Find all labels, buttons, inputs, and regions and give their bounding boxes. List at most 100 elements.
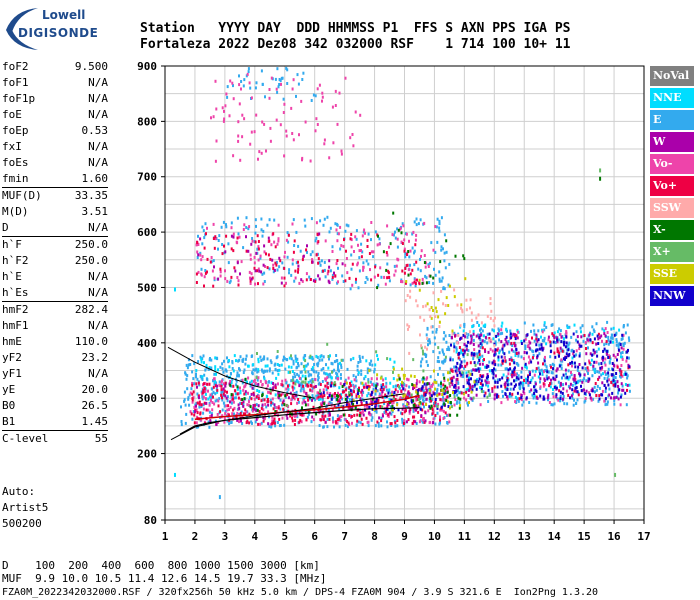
echo-point bbox=[290, 365, 293, 369]
echo-point bbox=[535, 389, 538, 393]
echo-point bbox=[424, 384, 427, 388]
echo-point bbox=[357, 392, 359, 396]
echo-point bbox=[283, 255, 286, 259]
param-name: MUF(D) bbox=[2, 189, 42, 202]
echo-point bbox=[257, 258, 260, 262]
echo-point bbox=[416, 278, 418, 282]
echo-point bbox=[513, 361, 516, 365]
echo-point bbox=[275, 118, 278, 122]
y-tick-label: 400 bbox=[137, 337, 157, 350]
param-value: 250.0 bbox=[74, 254, 108, 267]
echo-point bbox=[377, 283, 380, 287]
echo-point bbox=[403, 393, 406, 397]
echo-point bbox=[311, 386, 314, 390]
echo-point bbox=[367, 391, 370, 395]
echo-point bbox=[190, 387, 193, 391]
echo-point bbox=[213, 372, 216, 376]
echo-point bbox=[320, 259, 323, 263]
echo-point bbox=[453, 395, 456, 399]
echo-point bbox=[392, 392, 395, 396]
echo-point bbox=[362, 390, 365, 394]
echo-point bbox=[233, 266, 236, 270]
echo-point bbox=[568, 325, 571, 329]
echo-point bbox=[271, 401, 274, 405]
echo-point bbox=[214, 356, 217, 360]
echo-point bbox=[529, 380, 532, 384]
echo-point bbox=[332, 384, 335, 388]
echo-point bbox=[297, 270, 299, 274]
echo-point bbox=[510, 358, 513, 362]
echo-point bbox=[301, 374, 304, 378]
footer-muf-row: MUF 9.9 10.0 10.5 11.4 12.6 14.5 19.7 33… bbox=[2, 572, 327, 585]
echo-point bbox=[262, 371, 265, 375]
echo-point bbox=[593, 350, 596, 354]
echo-point bbox=[392, 365, 395, 369]
echo-point bbox=[448, 420, 451, 424]
echo-point bbox=[257, 157, 259, 161]
echo-point bbox=[447, 371, 449, 375]
echo-point bbox=[522, 387, 525, 391]
echo-point bbox=[521, 366, 524, 370]
echo-point bbox=[346, 395, 349, 399]
param-name: yE bbox=[2, 383, 16, 396]
echo-point bbox=[277, 396, 280, 400]
echo-point bbox=[414, 404, 417, 408]
echo-point bbox=[423, 318, 426, 322]
echo-point bbox=[506, 397, 509, 401]
echo-point bbox=[255, 417, 258, 421]
echo-point bbox=[291, 378, 294, 382]
echo-point bbox=[565, 372, 567, 376]
echo-point bbox=[239, 412, 242, 415]
echo-point bbox=[457, 381, 460, 385]
echo-point bbox=[623, 341, 626, 345]
echo-point bbox=[417, 398, 420, 401]
echo-point bbox=[394, 421, 397, 425]
x-tick-label: 16 bbox=[607, 530, 621, 543]
echo-point bbox=[239, 272, 241, 276]
echo-point bbox=[444, 389, 447, 393]
echo-point bbox=[571, 360, 573, 364]
echo-point bbox=[353, 413, 356, 417]
echo-point bbox=[458, 406, 461, 410]
echo-point bbox=[307, 370, 310, 374]
echo-point bbox=[327, 414, 330, 417]
echo-point bbox=[618, 388, 621, 392]
echo-point bbox=[445, 398, 448, 402]
echo-point bbox=[261, 272, 264, 276]
echo-point bbox=[292, 138, 295, 142]
echo-point bbox=[238, 413, 241, 416]
echo-point bbox=[321, 395, 324, 399]
echo-point bbox=[441, 393, 444, 396]
echo-point bbox=[463, 396, 466, 400]
echo-point bbox=[437, 346, 440, 350]
echo-point bbox=[271, 422, 274, 426]
param-value: N/A bbox=[88, 221, 108, 234]
echo-point bbox=[286, 231, 289, 235]
echo-point bbox=[394, 236, 397, 240]
echo-point bbox=[460, 372, 463, 376]
param-value: N/A bbox=[88, 319, 108, 332]
echo-point bbox=[420, 254, 422, 258]
echo-point bbox=[609, 340, 612, 344]
echo-point bbox=[391, 233, 394, 237]
echo-point bbox=[351, 421, 353, 425]
echo-point bbox=[222, 401, 225, 405]
echo-point bbox=[222, 392, 225, 396]
echo-point bbox=[442, 373, 445, 377]
echo-point bbox=[545, 365, 548, 369]
echo-point bbox=[216, 398, 219, 402]
echo-point bbox=[336, 359, 339, 362]
echo-point bbox=[302, 384, 305, 388]
echo-point bbox=[438, 325, 441, 329]
echo-point bbox=[272, 407, 275, 411]
echo-point bbox=[249, 395, 251, 399]
echo-point bbox=[543, 328, 546, 332]
echo-point bbox=[340, 393, 343, 397]
echo-point bbox=[292, 78, 295, 82]
logo-lowell-text: Lowell bbox=[42, 8, 86, 22]
echo-point bbox=[604, 390, 607, 393]
echo-point bbox=[262, 408, 265, 412]
echo-point bbox=[292, 375, 295, 379]
echo-point bbox=[414, 420, 417, 424]
echo-point bbox=[304, 381, 307, 385]
